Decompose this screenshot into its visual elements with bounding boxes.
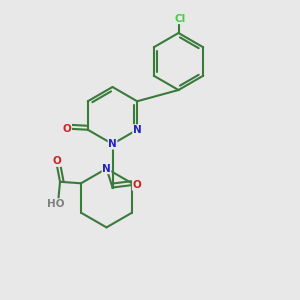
Text: O: O: [53, 156, 62, 167]
Text: Cl: Cl: [174, 14, 186, 24]
Text: HO: HO: [47, 199, 65, 209]
Text: N: N: [108, 139, 117, 149]
Text: N: N: [133, 125, 142, 135]
Text: O: O: [132, 180, 141, 190]
Text: O: O: [63, 124, 71, 134]
Text: N: N: [102, 164, 111, 174]
